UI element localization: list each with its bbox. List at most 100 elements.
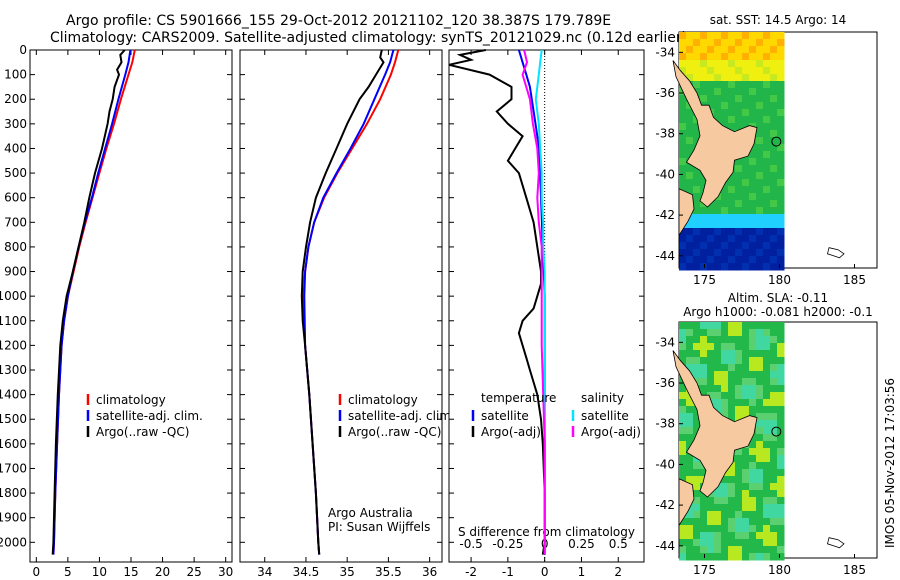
- map-cell: [679, 518, 687, 526]
- map-cell: [735, 165, 743, 173]
- map-cell: [728, 235, 736, 243]
- map-cell: [714, 39, 722, 47]
- map-cell: [693, 553, 701, 561]
- map-cell: [742, 81, 750, 89]
- map-cell: [686, 434, 694, 442]
- map-x-tick-label: 180: [768, 273, 791, 287]
- map-cell: [742, 165, 750, 173]
- map-cell: [777, 490, 785, 498]
- map-cell: [735, 399, 743, 407]
- map-cell: [749, 46, 757, 54]
- map-cell: [707, 546, 715, 554]
- map-cell: [735, 483, 743, 491]
- map-cell: [686, 476, 694, 484]
- map-cell: [756, 46, 764, 54]
- map-cell: [728, 221, 736, 229]
- x-tick-label: -1: [502, 565, 514, 579]
- map-cell: [693, 242, 701, 250]
- map-cell: [742, 60, 750, 68]
- map-cell: [693, 53, 701, 61]
- map-cell: [700, 469, 708, 477]
- map-cell: [777, 371, 785, 379]
- map-cell: [707, 214, 715, 222]
- y-tick-label: 1300: [0, 363, 27, 377]
- map-cell: [679, 392, 687, 400]
- map-cell: [686, 137, 694, 145]
- map-cell: [679, 186, 687, 194]
- map-cell: [693, 256, 701, 264]
- map-cell: [728, 385, 736, 393]
- map-cell: [749, 462, 757, 470]
- map-cell: [707, 81, 715, 89]
- map-cell: [693, 228, 701, 236]
- map-cell: [686, 441, 694, 449]
- map-cell: [763, 172, 771, 180]
- map-cell: [707, 504, 715, 512]
- map-cell: [777, 109, 785, 117]
- map-cell: [749, 53, 757, 61]
- map-cell: [777, 60, 785, 68]
- map-cell: [728, 186, 736, 194]
- map-cell: [693, 329, 701, 337]
- map-cell: [679, 427, 687, 435]
- map-cell: [721, 490, 729, 498]
- map-cell: [742, 32, 750, 40]
- map-cell: [756, 553, 764, 561]
- map-cell: [742, 490, 750, 498]
- map-cell: [707, 371, 715, 379]
- map-cell: [735, 39, 743, 47]
- map-cell: [700, 46, 708, 54]
- map-cell: [679, 343, 687, 351]
- map-cell: [756, 469, 764, 477]
- map-cell: [777, 546, 785, 554]
- map-cell: [700, 343, 708, 351]
- map-cell: [756, 32, 764, 40]
- map-cell: [686, 242, 694, 250]
- map-cell: [742, 553, 750, 561]
- map-cell: [777, 228, 785, 236]
- map-cell: [728, 546, 736, 554]
- map-cell: [686, 336, 694, 344]
- map-cell: [735, 322, 743, 330]
- map-cell: [686, 322, 694, 330]
- map-cell: [679, 158, 687, 166]
- map-cell: [721, 95, 729, 103]
- map-cell: [700, 350, 708, 358]
- map-cell: [763, 249, 771, 257]
- map-cell: [714, 256, 722, 264]
- map-cell: [714, 518, 722, 526]
- map-cell: [756, 116, 764, 124]
- map-cell: [749, 539, 757, 547]
- map-cell: [749, 221, 757, 229]
- map-cell: [707, 329, 715, 337]
- map-cell: [777, 532, 785, 540]
- map-cell: [693, 504, 701, 512]
- map-cell: [728, 88, 736, 96]
- map-cell: [742, 46, 750, 54]
- map-cell: [735, 235, 743, 243]
- map-cell: [770, 546, 778, 554]
- map-cell: [742, 448, 750, 456]
- map-cell: [700, 546, 708, 554]
- map-cell: [679, 144, 687, 152]
- map-cell: [735, 60, 743, 68]
- map-cell: [742, 469, 750, 477]
- map-cell: [756, 109, 764, 117]
- map-cell: [707, 46, 715, 54]
- map-cell: [749, 88, 757, 96]
- map-cell: [742, 476, 750, 484]
- map-cell: [749, 151, 757, 159]
- map-cell: [749, 158, 757, 166]
- map-cell: [728, 193, 736, 201]
- map-cell: [721, 322, 729, 330]
- map-cell: [749, 256, 757, 264]
- map-cell: [756, 179, 764, 187]
- map-cell: [756, 242, 764, 250]
- map-cell: [777, 483, 785, 491]
- map-cell: [770, 364, 778, 372]
- map-cell: [714, 392, 722, 400]
- map-cell: [693, 32, 701, 40]
- map-cell: [721, 207, 729, 215]
- map-cell: [686, 343, 694, 351]
- map-cell: [749, 102, 757, 110]
